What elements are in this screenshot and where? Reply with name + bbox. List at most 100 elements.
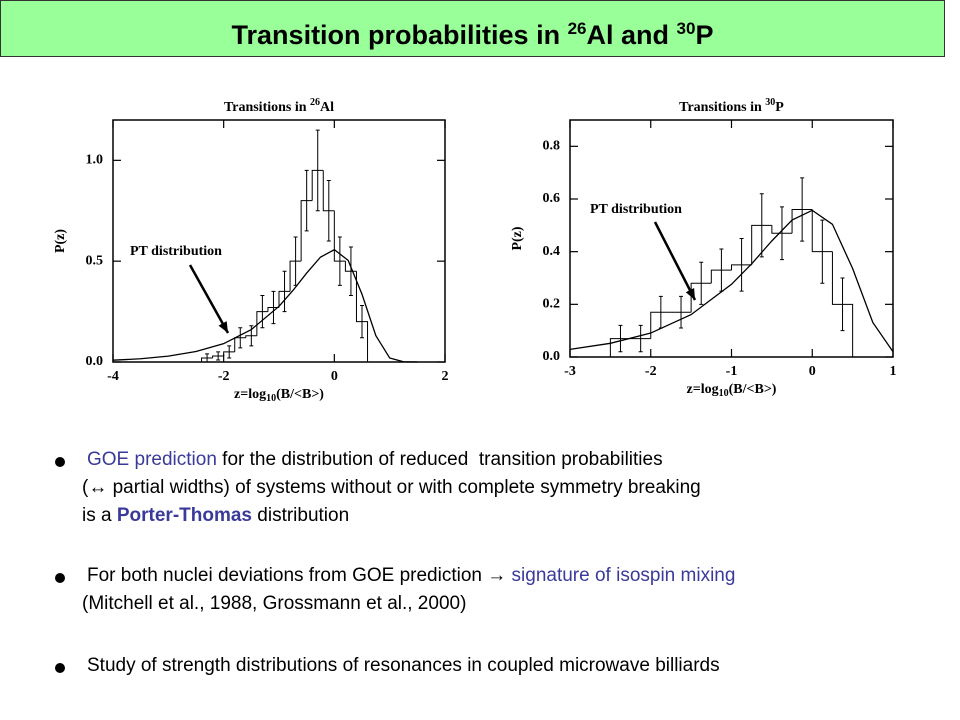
error-bar bbox=[360, 305, 364, 339]
text: distribution bbox=[252, 505, 350, 526]
y-tick-label: 0.4 bbox=[543, 244, 561, 259]
title-text: Al bbox=[320, 100, 334, 115]
chart-title: Transitions in 30P bbox=[679, 97, 784, 115]
histogram-bin bbox=[212, 355, 224, 358]
pt-curve bbox=[569, 209, 894, 353]
text: For both nuclei deviations from GOE pred… bbox=[87, 565, 512, 586]
text: is a bbox=[82, 505, 117, 526]
histogram-bin bbox=[731, 264, 752, 271]
arrow-head bbox=[685, 288, 695, 300]
histogram-bin bbox=[311, 169, 324, 201]
histogram-bin bbox=[333, 210, 346, 262]
title-text: Transitions in bbox=[224, 100, 310, 115]
error-bar bbox=[304, 169, 309, 232]
bullet-dot bbox=[55, 663, 65, 673]
error-bar bbox=[282, 270, 287, 313]
title-text: Al and bbox=[586, 20, 677, 50]
error-bar bbox=[840, 277, 845, 332]
histogram-bin bbox=[267, 307, 279, 312]
error-bar bbox=[326, 180, 331, 242]
x-tick-label: 1 bbox=[890, 364, 897, 379]
histogram-bin bbox=[751, 224, 772, 265]
label-text: z=log bbox=[234, 387, 266, 402]
histogram-bin bbox=[322, 170, 335, 212]
title-sup: 30 bbox=[765, 97, 775, 108]
error-bar bbox=[800, 177, 805, 242]
error-bar bbox=[260, 294, 265, 329]
label-text: (B/<B>) bbox=[729, 382, 777, 397]
bullet-line: (Mitchell et al., 1988, Grossmann et al.… bbox=[82, 593, 467, 614]
plot-frame bbox=[112, 119, 446, 363]
title-sup: 30 bbox=[676, 19, 696, 38]
bullet-line: Study of strength distributions of reson… bbox=[87, 655, 720, 676]
annotation: PT distribution bbox=[130, 244, 222, 259]
histogram-bin bbox=[710, 269, 732, 284]
annotation-arrow bbox=[188, 264, 230, 334]
y-axis-label: P(z) bbox=[510, 226, 525, 250]
error-bar bbox=[337, 236, 342, 286]
label-sub: 10 bbox=[266, 393, 276, 404]
annotation-bg bbox=[587, 200, 719, 220]
histogram-bin bbox=[771, 225, 793, 234]
title-sup: 26 bbox=[310, 97, 320, 108]
slide-title: Transition probabilities in 26Al and 30P bbox=[0, 0, 945, 57]
error-bar bbox=[820, 219, 825, 284]
pt-curve bbox=[112, 248, 418, 363]
x-tick-label: 0 bbox=[331, 369, 338, 384]
x-tick-label: -1 bbox=[726, 364, 738, 379]
x-tick-label: -2 bbox=[218, 369, 230, 384]
error-bar bbox=[779, 206, 784, 261]
y-tick-label: 0.5 bbox=[86, 253, 104, 268]
title-text: Transitions in bbox=[679, 100, 765, 115]
histogram-bin bbox=[650, 311, 671, 339]
error-bar bbox=[739, 238, 744, 292]
error-bar bbox=[205, 353, 210, 363]
title-text: P bbox=[695, 20, 714, 50]
y-tick-label: 0.0 bbox=[543, 349, 561, 364]
x-tick-label: -4 bbox=[107, 369, 119, 384]
y-axis-label: P(z) bbox=[53, 229, 68, 253]
histogram-bin bbox=[245, 335, 257, 338]
annotation-bg bbox=[127, 242, 259, 262]
error-bar bbox=[699, 261, 704, 305]
highlight: signature of isospin mixing bbox=[511, 565, 736, 586]
histogram-bin bbox=[300, 200, 313, 262]
bullet-dot bbox=[55, 573, 65, 583]
histogram-bin bbox=[791, 209, 813, 234]
highlight: Porter-Thomas bbox=[116, 505, 252, 526]
annotation: PT distribution bbox=[590, 202, 682, 217]
histogram-bin bbox=[256, 311, 268, 336]
bullet-line: GOE prediction for the distribution of r… bbox=[87, 449, 663, 471]
annotation-arrow bbox=[653, 221, 697, 301]
histogram-bin bbox=[289, 260, 302, 292]
error-bar bbox=[216, 351, 221, 361]
charts: Transitions in 26Alz=log10(B/<B>)P(z)-4-… bbox=[53, 97, 897, 404]
error-bar bbox=[227, 345, 232, 359]
y-tick-label: 0.2 bbox=[543, 297, 561, 312]
error-bar bbox=[679, 295, 684, 329]
error-bar bbox=[271, 290, 276, 325]
y-tick-label: 0.0 bbox=[86, 354, 104, 369]
x-tick-label: -3 bbox=[564, 364, 576, 379]
y-tick-label: 0.6 bbox=[543, 191, 561, 206]
bullet-dot bbox=[55, 457, 65, 467]
error-bar bbox=[759, 193, 764, 258]
x-tick-label: -2 bbox=[645, 364, 657, 379]
chart-title: Transitions in 26Al bbox=[224, 97, 334, 115]
histogram-bin bbox=[278, 290, 291, 308]
label-text: (B/<B>) bbox=[276, 387, 324, 402]
bullet-line: is a Porter-Thomas distribution bbox=[82, 505, 349, 527]
histogram-bin bbox=[690, 282, 712, 313]
histogram-bin bbox=[223, 351, 235, 356]
histogram-bin bbox=[201, 357, 213, 362]
histogram-bin bbox=[609, 338, 631, 357]
error-bar bbox=[638, 324, 643, 353]
error-bar bbox=[315, 129, 320, 212]
x-tick-label: 0 bbox=[809, 364, 816, 379]
bullet-line: (↔ partial widths) of systems without or… bbox=[82, 477, 701, 498]
x-tick-label: 2 bbox=[442, 369, 449, 384]
label-text: z=log bbox=[687, 382, 719, 397]
plot-frame bbox=[569, 119, 894, 358]
error-bar bbox=[618, 324, 623, 353]
